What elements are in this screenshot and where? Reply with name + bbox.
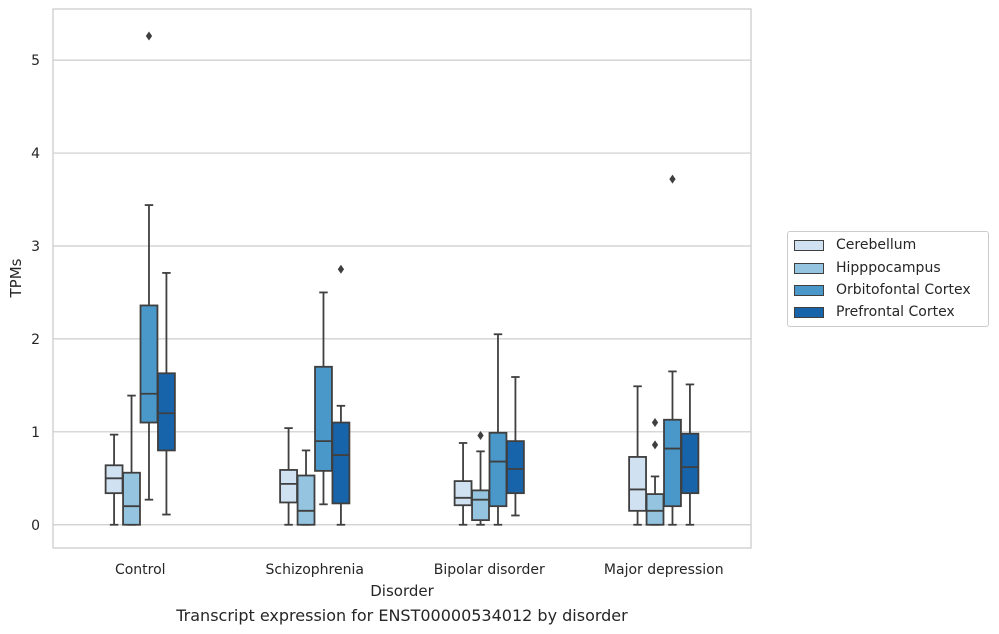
box-body bbox=[663, 418, 682, 508]
plot-area-frame bbox=[52, 8, 752, 549]
box-body bbox=[122, 471, 141, 526]
x-tick-label-control: Control bbox=[115, 562, 166, 578]
box-body bbox=[157, 372, 176, 452]
box-body bbox=[139, 304, 159, 424]
y-tick-labels: 0 1 2 3 4 5 bbox=[31, 53, 40, 534]
box-body bbox=[314, 365, 333, 472]
box-body bbox=[645, 493, 665, 526]
box-cerebellum-major-depression bbox=[628, 385, 647, 526]
box-body bbox=[296, 474, 316, 526]
outlier-point-0 bbox=[651, 440, 659, 450]
legend-item-cerebellum: Cerebellum bbox=[794, 235, 916, 255]
x-tick-label-bipolar-disorder: Bipolar disorder bbox=[434, 562, 545, 578]
box-body bbox=[104, 464, 124, 495]
box-prefrontal-cortex-control bbox=[157, 272, 176, 516]
legend-label-hipppocampus: Hipppocampus bbox=[836, 260, 941, 276]
box-hipppocampus-schizophrenia bbox=[296, 449, 316, 526]
x-tick-label-major-depression: Major depression bbox=[604, 562, 724, 578]
y-tick-label-0: 0 bbox=[31, 518, 40, 534]
legend-item-hipppocampus: Hipppocampus bbox=[794, 258, 941, 278]
chart-legend: Cerebellum Hipppocampus Orbitofontal Cor… bbox=[787, 231, 989, 327]
legend-label-cerebellum: Cerebellum bbox=[836, 237, 917, 253]
box-cerebellum-bipolar-disorder bbox=[453, 442, 473, 526]
grid-lines bbox=[53, 59, 751, 526]
box-orbitofontal-cortex-schizophrenia bbox=[314, 291, 333, 506]
box-body bbox=[506, 440, 525, 495]
box-hipppocampus-bipolar-disorder bbox=[471, 431, 490, 526]
legend-swatch-prefrontal-cortex bbox=[794, 306, 824, 318]
box-orbitofontal-cortex-bipolar-disorder bbox=[488, 333, 508, 526]
figure-caption: Transcript expression for ENST0000053401… bbox=[176, 606, 628, 625]
box-body bbox=[331, 421, 351, 505]
box-body bbox=[453, 480, 473, 507]
box-body bbox=[471, 489, 490, 522]
outlier-point-0 bbox=[145, 31, 153, 41]
box-body bbox=[628, 456, 647, 512]
y-tick-label-3: 3 bbox=[31, 239, 40, 255]
legend-item-orbitofontal-cortex: Orbitofontal Cortex bbox=[794, 280, 971, 300]
x-tick-label-schizophrenia: Schizophrenia bbox=[266, 562, 364, 578]
box-cerebellum-control bbox=[104, 433, 124, 526]
box-orbitofontal-cortex-major-depression bbox=[663, 174, 682, 526]
outlier-point-1 bbox=[651, 418, 659, 428]
box-hipppocampus-control bbox=[122, 394, 141, 526]
box-body bbox=[279, 469, 298, 504]
y-tick-label-5: 5 bbox=[31, 53, 40, 69]
legend-item-prefrontal-cortex: Prefrontal Cortex bbox=[794, 302, 955, 322]
x-tick-labels: Control Schizophrenia Bipolar disorder Majo… bbox=[115, 562, 724, 578]
legend-label-orbitofontal-cortex: Orbitofontal Cortex bbox=[836, 282, 971, 298]
outlier-point-0 bbox=[669, 174, 676, 184]
y-axis-title: TPMs bbox=[7, 258, 25, 298]
box-hipppocampus-major-depression bbox=[645, 418, 665, 526]
box-body bbox=[680, 432, 700, 495]
y-tick-label-1: 1 bbox=[31, 425, 40, 441]
outlier-point-0 bbox=[477, 431, 484, 441]
box-prefrontal-cortex-bipolar-disorder bbox=[506, 376, 525, 517]
box-plot-marks bbox=[104, 31, 700, 526]
box-orbitofontal-cortex-control bbox=[139, 31, 159, 501]
y-tick-label-2: 2 bbox=[31, 332, 40, 348]
x-axis-title: Disorder bbox=[370, 582, 434, 600]
outlier-point-0 bbox=[337, 264, 345, 274]
legend-swatch-cerebellum bbox=[794, 239, 824, 251]
box-prefrontal-cortex-schizophrenia bbox=[331, 264, 351, 526]
legend-swatch-orbitofontal-cortex bbox=[794, 284, 824, 296]
box-body bbox=[488, 431, 508, 508]
legend-swatch-hipppocampus bbox=[794, 262, 824, 274]
legend-label-prefrontal-cortex: Prefrontal Cortex bbox=[836, 304, 955, 320]
box-cerebellum-schizophrenia bbox=[279, 427, 298, 526]
box-prefrontal-cortex-major-depression bbox=[680, 383, 700, 526]
y-tick-label-4: 4 bbox=[31, 146, 40, 162]
